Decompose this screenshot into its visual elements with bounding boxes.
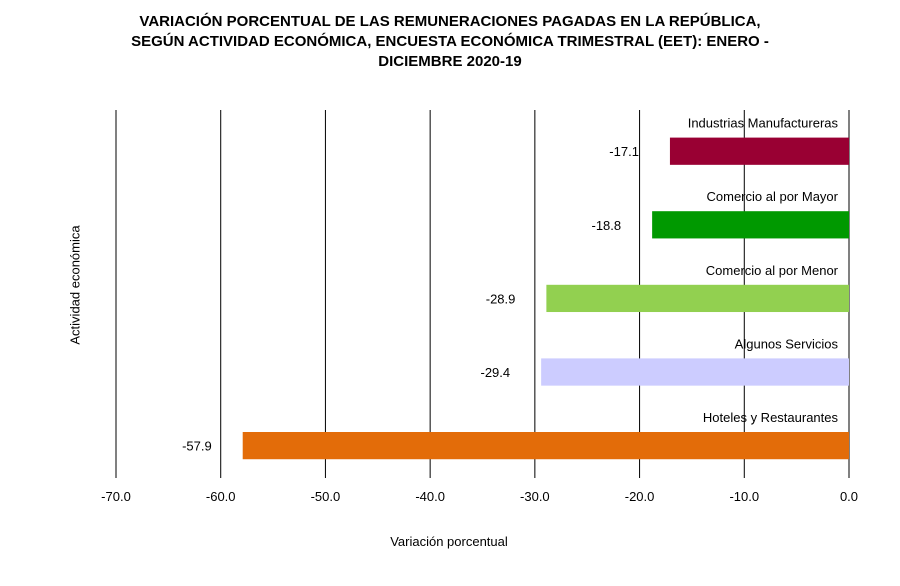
x-tick-label: -10.0 — [729, 489, 759, 504]
data-label: -28.9 — [486, 291, 516, 306]
bar — [652, 211, 849, 239]
data-label: -57.9 — [182, 439, 212, 454]
x-tick-label: -20.0 — [625, 489, 655, 504]
chart-title-line-1: VARIACIÓN PORCENTUAL DE LAS REMUNERACION… — [139, 13, 761, 30]
x-tick-label: -70.0 — [101, 489, 131, 504]
category-label: Hoteles y Restaurantes — [703, 410, 839, 425]
data-label: -18.8 — [591, 218, 621, 233]
category-label: Algunos Servicios — [735, 336, 839, 351]
x-tick-label: -40.0 — [415, 489, 445, 504]
category-label: Comercio al por Menor — [706, 263, 839, 278]
bar — [541, 358, 849, 386]
chart-title: VARIACIÓN PORCENTUAL DE LAS REMUNERACION… — [60, 12, 840, 72]
x-axis-label: Variación porcentual — [390, 534, 508, 549]
data-label: -17.1 — [609, 144, 639, 159]
x-tick-label: 0.0 — [840, 489, 858, 504]
category-label: Comercio al por Mayor — [707, 189, 839, 204]
y-axis-label: Actividad económica — [67, 225, 83, 345]
category-label: Industrias Manufactureras — [688, 116, 839, 131]
chart-title-line-3: DICIEMBRE 2020-19 — [378, 53, 522, 70]
x-tick-label: -50.0 — [311, 489, 341, 504]
x-tick-label: -60.0 — [206, 489, 236, 504]
bar — [242, 432, 849, 460]
chart-title-line-2: SEGÚN ACTIVIDAD ECONÓMICA, ENCUESTA ECON… — [131, 33, 769, 50]
data-label: -29.4 — [480, 365, 510, 380]
x-tick-label: -30.0 — [520, 489, 550, 504]
bar — [669, 137, 849, 165]
bar — [546, 284, 849, 313]
